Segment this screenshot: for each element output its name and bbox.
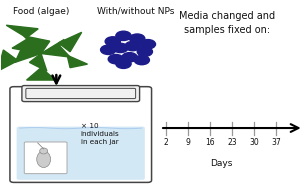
Circle shape <box>134 55 149 65</box>
Text: 16: 16 <box>205 138 215 147</box>
Circle shape <box>140 40 156 49</box>
Text: 9: 9 <box>186 138 191 147</box>
Ellipse shape <box>40 148 48 154</box>
Circle shape <box>101 45 116 54</box>
Polygon shape <box>41 45 70 57</box>
FancyBboxPatch shape <box>17 127 145 180</box>
Text: Media changed and
samples fixed on:: Media changed and samples fixed on: <box>179 11 275 35</box>
Polygon shape <box>59 32 82 52</box>
Polygon shape <box>6 25 38 38</box>
Text: 37: 37 <box>271 138 281 147</box>
Circle shape <box>122 53 137 62</box>
Text: × 10
individuals
in each jar: × 10 individuals in each jar <box>81 123 120 145</box>
Text: With/without NPs: With/without NPs <box>97 7 174 16</box>
Circle shape <box>116 59 131 68</box>
Circle shape <box>105 37 120 46</box>
Text: 2: 2 <box>164 138 168 147</box>
Polygon shape <box>0 50 18 71</box>
Circle shape <box>116 31 131 40</box>
Polygon shape <box>26 68 55 80</box>
Text: 30: 30 <box>249 138 259 147</box>
Polygon shape <box>41 39 64 53</box>
Ellipse shape <box>37 151 51 167</box>
FancyBboxPatch shape <box>22 86 140 101</box>
Polygon shape <box>67 55 87 68</box>
FancyBboxPatch shape <box>10 87 152 182</box>
Text: Food (algae): Food (algae) <box>13 7 69 16</box>
FancyBboxPatch shape <box>24 142 67 174</box>
Circle shape <box>137 47 152 56</box>
Polygon shape <box>30 53 47 71</box>
Text: Days: Days <box>210 159 232 168</box>
Polygon shape <box>12 39 41 53</box>
Circle shape <box>113 43 128 53</box>
Polygon shape <box>24 36 50 53</box>
Circle shape <box>125 41 140 51</box>
Polygon shape <box>15 50 41 62</box>
Circle shape <box>108 54 124 64</box>
Text: 23: 23 <box>227 138 237 147</box>
Circle shape <box>130 34 145 43</box>
